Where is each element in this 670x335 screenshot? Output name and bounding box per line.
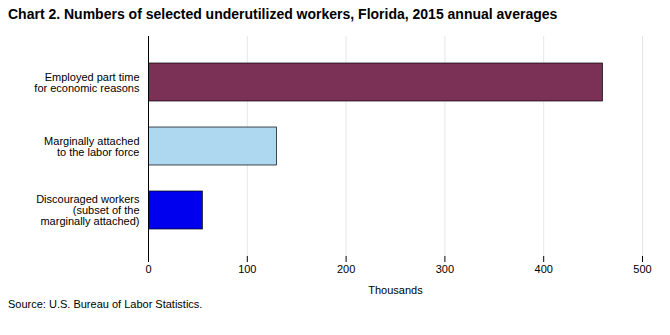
svg-text:300: 300 — [436, 263, 454, 275]
html-text:Source: U.S. Bureau of Labor S: Source: U.S. Bureau of Labor Statistics. — [8, 298, 203, 310]
svg-text:200: 200 — [337, 263, 355, 275]
svg-text:Discouraged workers(subset of: Discouraged workers(subset of themargina… — [36, 193, 140, 227]
html-text:Chart 2. Numbers of selected u: Chart 2. Numbers of selected underutiliz… — [8, 6, 558, 22]
svg-text:500: 500 — [633, 263, 651, 275]
svg-text:100: 100 — [238, 263, 256, 275]
svg-text:400: 400 — [535, 263, 553, 275]
svg-text:Employed part timefor economic: Employed part timefor economic reasons — [34, 71, 140, 94]
svg-text:Thousands: Thousands — [368, 284, 423, 296]
svg-text:Marginally attachedto the labo: Marginally attachedto the labor force — [44, 135, 139, 158]
svg-text:0: 0 — [145, 263, 151, 275]
